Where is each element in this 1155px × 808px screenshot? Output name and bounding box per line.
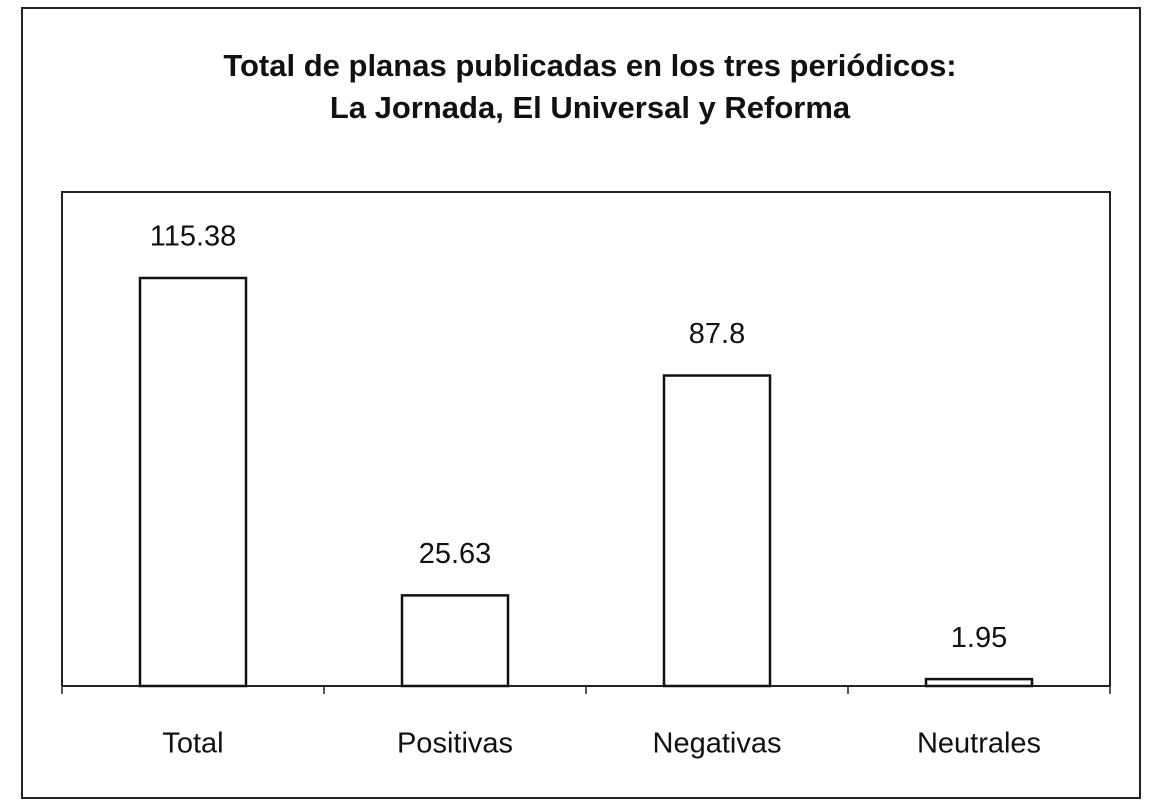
bar (400, 594, 510, 688)
chart-title: Total de planas publicadas en los tres p… (223, 48, 956, 83)
bar (662, 374, 772, 688)
x-tick-label: Positivas (397, 728, 513, 760)
x-tick-label: Total (162, 728, 223, 760)
data-label: 1.95 (951, 622, 1007, 654)
data-label: 87.8 (689, 318, 745, 350)
chart-title: La Jornada, El Universal y Reforma (330, 90, 851, 125)
x-tick-label: Neutrales (917, 728, 1041, 760)
outer-frame (21, 7, 1141, 799)
bar (924, 677, 1034, 688)
bar (138, 276, 248, 688)
plot-frame (61, 191, 1111, 686)
data-label: 115.38 (150, 221, 237, 253)
x-tick-label: Negativas (653, 728, 782, 760)
data-label: 25.63 (419, 538, 492, 570)
